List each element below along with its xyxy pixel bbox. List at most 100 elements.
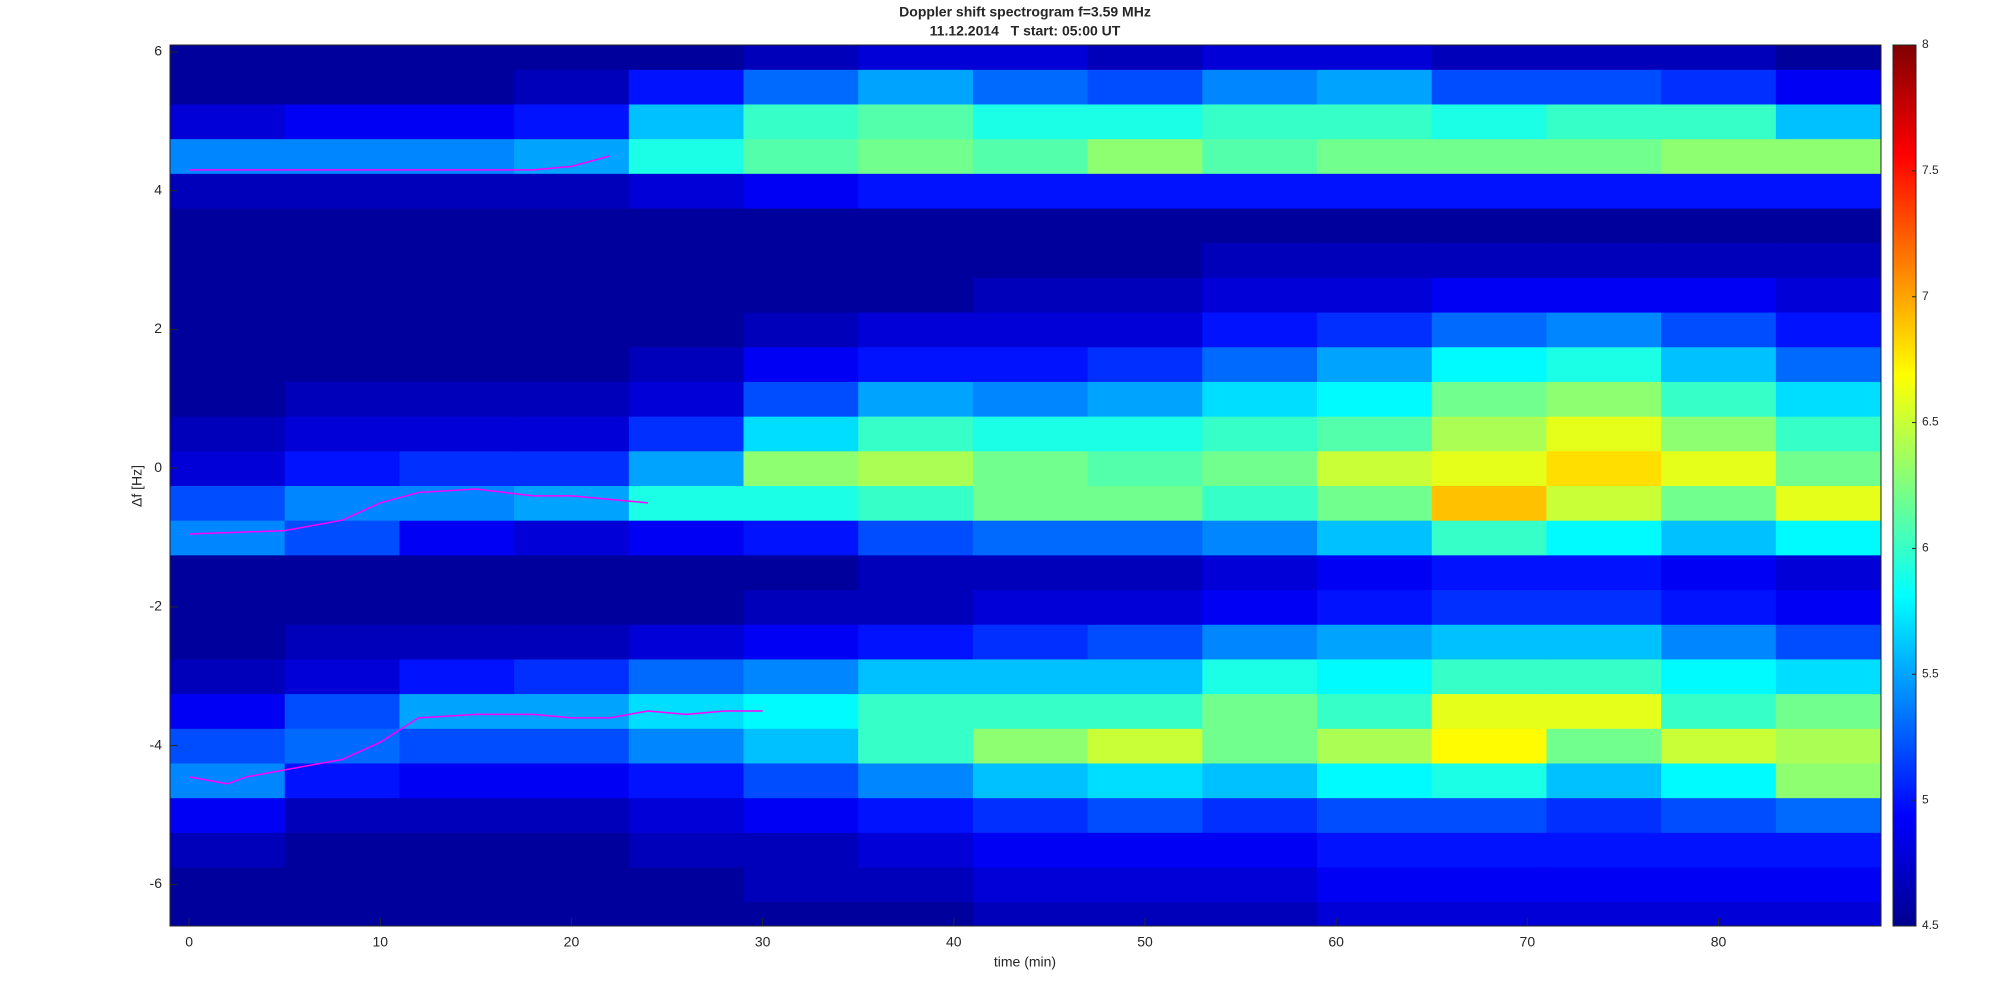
heatmap-cell: [743, 867, 859, 903]
heatmap-cell: [1202, 381, 1318, 417]
heatmap-cell: [399, 346, 515, 382]
trace-line: [188, 710, 763, 785]
heatmap-cell: [399, 138, 515, 174]
heatmap-cell: [1775, 832, 1881, 868]
heatmap-cell: [743, 589, 859, 625]
heatmap-cell: [1661, 312, 1777, 348]
heatmap-cell: [1087, 346, 1203, 382]
heatmap-cell: [743, 103, 859, 140]
heatmap-cell: [514, 867, 630, 903]
heatmap-cell: [1202, 554, 1318, 591]
colorbar-tick-label: 5: [1922, 792, 1929, 806]
heatmap-cell: [972, 277, 1089, 313]
chart-subtitle: 11.12.2014 T start: 05:00 UT: [930, 23, 1121, 39]
heatmap-cell: [858, 832, 974, 868]
heatmap-cell: [1546, 901, 1662, 926]
heatmap-cell: [1087, 693, 1203, 729]
heatmap-cell: [1317, 381, 1433, 417]
heatmap-cell: [514, 797, 630, 833]
heatmap-cell: [858, 45, 974, 70]
heatmap-cell: [1317, 554, 1433, 591]
heatmap-cell: [628, 242, 745, 278]
heatmap-cell: [972, 762, 1089, 799]
heatmap-cell: [1431, 312, 1547, 348]
heatmap-cell: [284, 867, 400, 903]
heatmap-cell: [1775, 658, 1881, 695]
y-tick-label: -2: [150, 598, 163, 614]
heatmap-cell: [972, 589, 1089, 625]
heatmap-cell: [170, 658, 286, 695]
heatmap-cell: [1317, 208, 1433, 244]
heatmap-cell: [1775, 450, 1881, 486]
heatmap-cell: [1317, 312, 1433, 348]
heatmap-cell: [170, 45, 286, 70]
heatmap-cell: [1431, 658, 1547, 695]
heatmap-cell: [972, 520, 1089, 556]
heatmap-cell: [284, 589, 400, 625]
heatmap-cell: [628, 624, 745, 660]
heatmap-cell: [1087, 45, 1203, 70]
heatmap-cell: [743, 381, 859, 417]
heatmap-cell: [1202, 658, 1318, 695]
heatmap-cell: [1661, 693, 1777, 729]
heatmap-cell: [284, 45, 400, 70]
heatmap-cell: [1087, 485, 1203, 521]
heatmap-cell: [858, 312, 974, 348]
heatmap-cell: [858, 797, 974, 833]
heatmap-cell: [1775, 312, 1881, 348]
heatmap-cell: [1202, 450, 1318, 486]
heatmap-cell: [170, 624, 286, 660]
heatmap-cell: [284, 242, 400, 278]
heatmap-cell: [972, 832, 1089, 868]
heatmap-cell: [1087, 520, 1203, 556]
heatmap-cell: [399, 867, 515, 903]
heatmap-cell: [1087, 658, 1203, 695]
colorbar-tick-label: 4.5: [1922, 918, 1939, 932]
heatmap-cell: [1775, 69, 1881, 105]
heatmap-cell: [1546, 624, 1662, 660]
heatmap-cell: [170, 312, 286, 348]
heatmap-cell: [1775, 762, 1881, 799]
heatmap-cell: [972, 103, 1089, 140]
heatmap-cell: [1431, 832, 1547, 868]
heatmap-cell: [1317, 173, 1433, 209]
heatmap-cell: [1202, 242, 1318, 278]
heatmap-cell: [1202, 69, 1318, 105]
heatmap-cell: [514, 485, 630, 521]
heatmap-cell: [1775, 208, 1881, 244]
heatmap-cell: [858, 554, 974, 591]
heatmap-cell: [972, 173, 1089, 209]
colorbar-tick-label: 7.5: [1922, 163, 1939, 177]
heatmap-cell: [972, 242, 1089, 278]
heatmap-cell: [628, 138, 745, 174]
heatmap-cell: [743, 624, 859, 660]
heatmap-cell: [743, 138, 859, 174]
heatmap-cell: [1317, 45, 1433, 70]
heatmap-cell: [284, 901, 400, 926]
heatmap-cell: [1087, 867, 1203, 903]
x-tick-label: 60: [1328, 934, 1344, 950]
heatmap-cell: [399, 658, 515, 695]
heatmap-cell: [1431, 554, 1547, 591]
heatmap-cell: [170, 450, 286, 486]
heatmap-cell: [514, 138, 630, 174]
heatmap-cell: [1317, 658, 1433, 695]
heatmap-cell: [628, 762, 745, 799]
heatmap-cell: [1202, 762, 1318, 799]
heatmap-cell: [1202, 312, 1318, 348]
heatmap-cell: [972, 867, 1089, 903]
heatmap-cell: [1546, 103, 1662, 140]
heatmap-cell: [170, 485, 286, 521]
heatmap-cell: [628, 103, 745, 140]
heatmap-cell: [1317, 520, 1433, 556]
heatmap-cell: [743, 797, 859, 833]
heatmap-cell: [858, 450, 974, 486]
heatmap-cell: [1661, 554, 1777, 591]
heatmap-cell: [1317, 797, 1433, 833]
heatmap-cell: [1317, 450, 1433, 486]
colorbar-tick-label: 7: [1922, 289, 1929, 303]
heatmap-cell: [1317, 728, 1433, 764]
heatmap-cell: [1661, 797, 1777, 833]
y-tick-label: -6: [150, 875, 163, 891]
heatmap-cell: [399, 693, 515, 729]
